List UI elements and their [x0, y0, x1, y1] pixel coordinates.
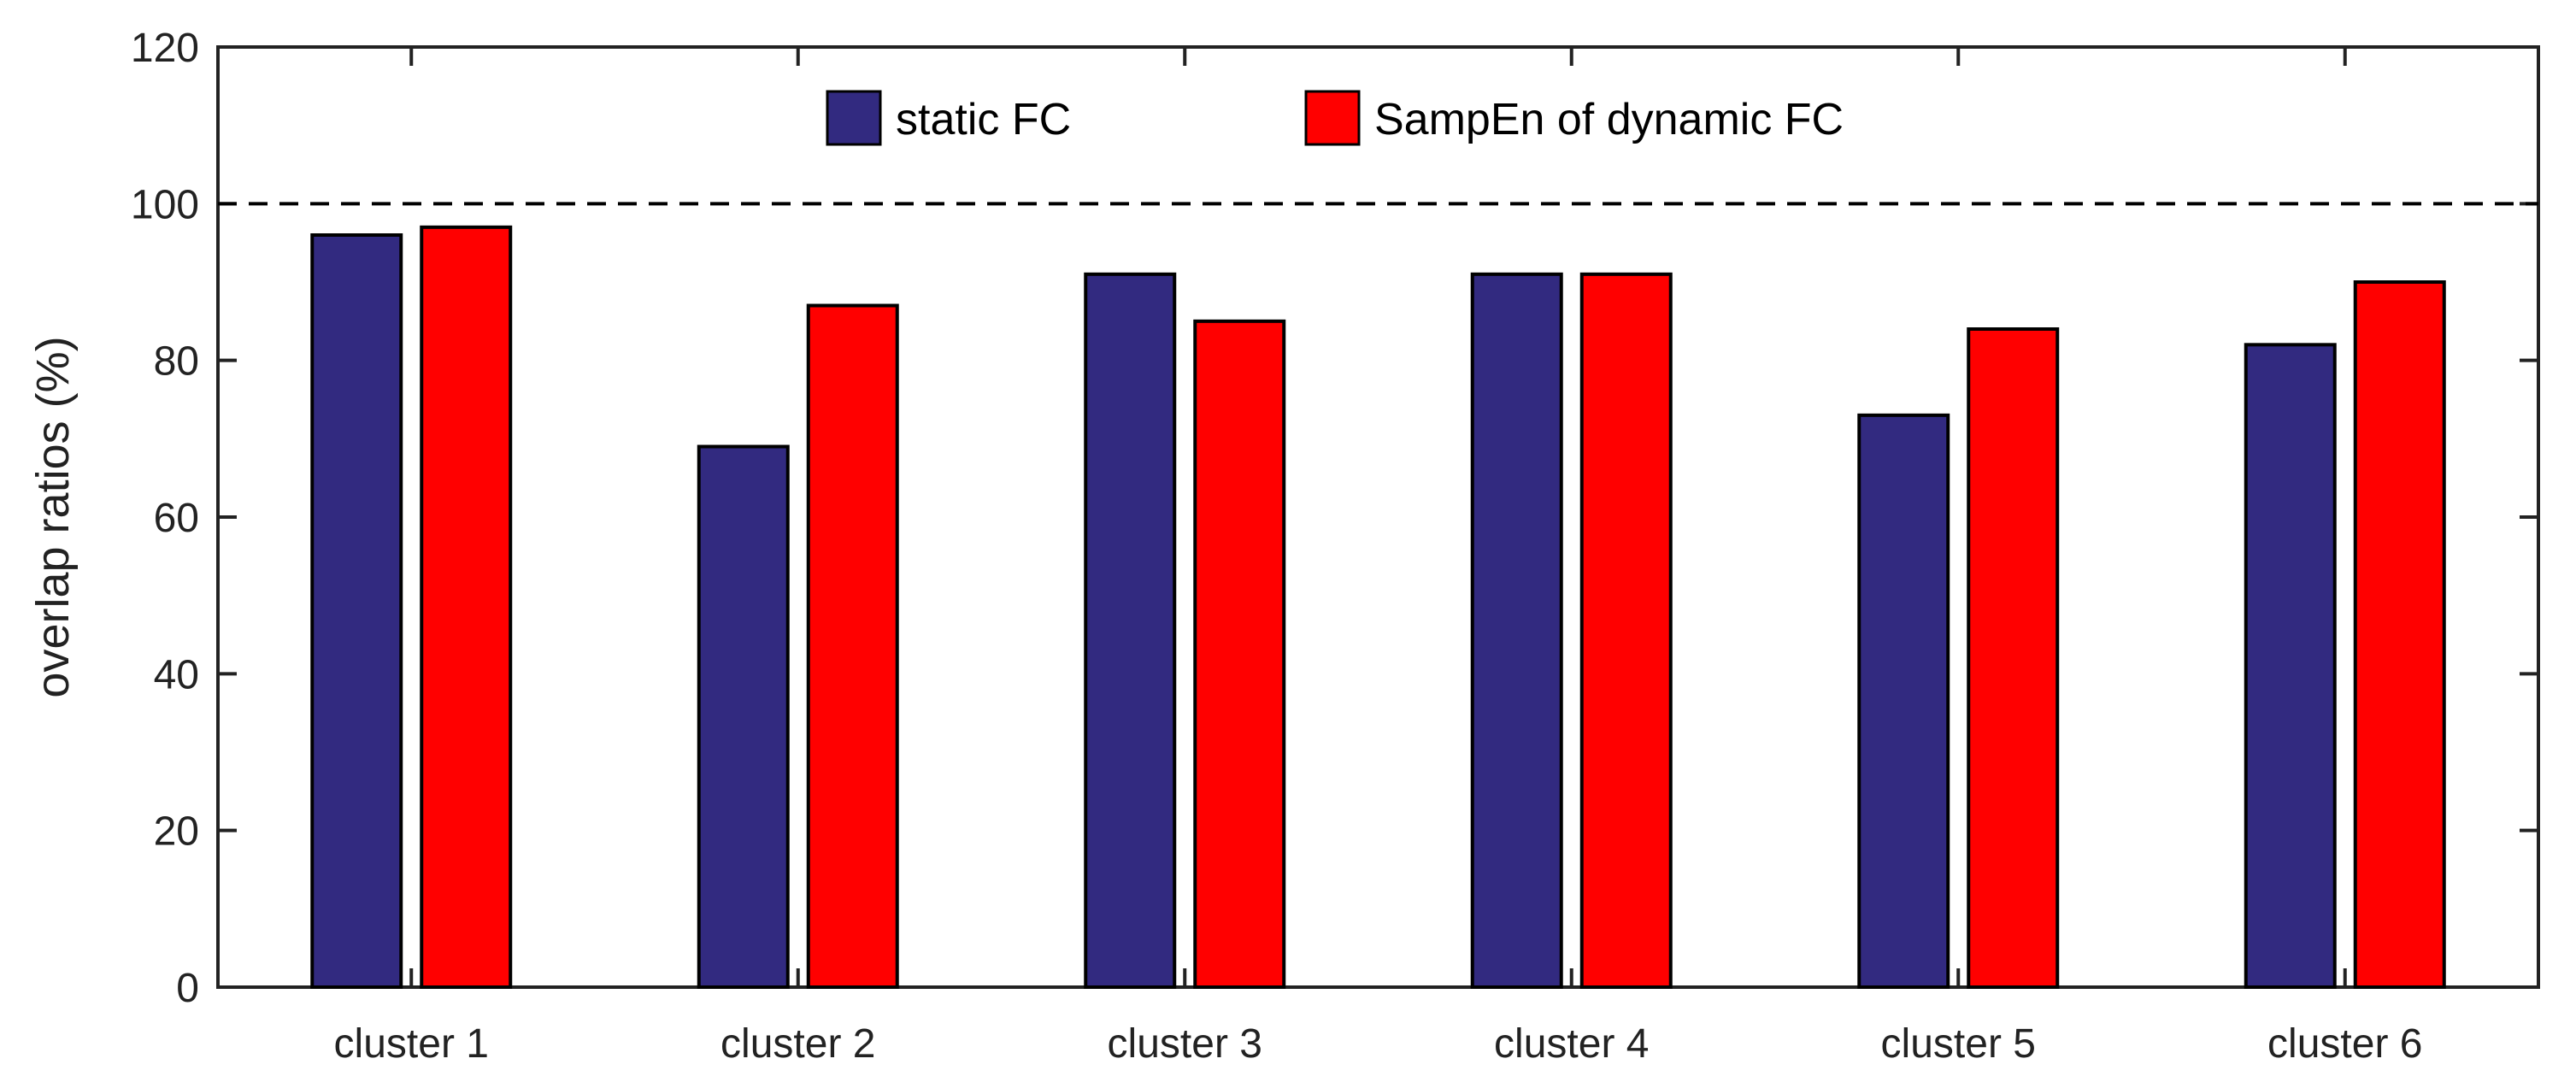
- y-tick-label: 40: [154, 652, 199, 697]
- bar-static-fc-1: [310, 233, 403, 989]
- bar-sampen-3: [1193, 319, 1286, 990]
- x-tick-label: cluster 6: [2267, 1021, 2422, 1067]
- y-axis-title: overlap ratios (%): [27, 336, 79, 697]
- legend-swatch-sampen: [1304, 90, 1361, 146]
- bar-static-fc-4: [1470, 272, 1563, 990]
- legend-label-sampen: SampEn of dynamic FC: [1374, 95, 1844, 144]
- bar-static-fc-2: [697, 444, 790, 989]
- bar-sampen-5: [1967, 327, 2060, 989]
- plot-frame: [216, 45, 2540, 989]
- y-tick-label: 0: [176, 966, 199, 1011]
- legend: static FC SampEn of dynamic FC: [826, 90, 1844, 146]
- bar-sampen-4: [1579, 272, 1673, 990]
- y-tick-label: 100: [131, 182, 199, 227]
- legend-swatch-static-fc: [826, 90, 882, 146]
- y-tick-label: 120: [131, 26, 199, 71]
- y-ticks: 0 20 40 60 80 100 120: [131, 26, 2538, 1011]
- bar-static-fc-6: [2244, 343, 2337, 990]
- x-tick-label: cluster 5: [1881, 1021, 2036, 1067]
- bar-static-fc-5: [1857, 413, 1950, 990]
- y-tick-label: 60: [154, 496, 199, 541]
- x-tick-label: cluster 4: [1494, 1021, 1649, 1067]
- y-tick-label: 20: [154, 809, 199, 855]
- bar-sampen-1: [420, 225, 513, 990]
- bar-static-fc-3: [1084, 272, 1177, 990]
- bar-sampen-6: [2353, 280, 2446, 989]
- x-tick-label: cluster 2: [720, 1021, 875, 1067]
- bars: [310, 225, 2446, 990]
- y-tick-label: 80: [154, 339, 199, 385]
- x-tick-label: cluster 1: [334, 1021, 489, 1067]
- x-tick-label: cluster 3: [1108, 1021, 1262, 1067]
- bar-sampen-2: [806, 303, 899, 989]
- legend-label-static-fc: static FC: [896, 95, 1071, 144]
- x-ticks: cluster 1 cluster 2 cluster 3 cluster 4 clus…: [334, 47, 2422, 1067]
